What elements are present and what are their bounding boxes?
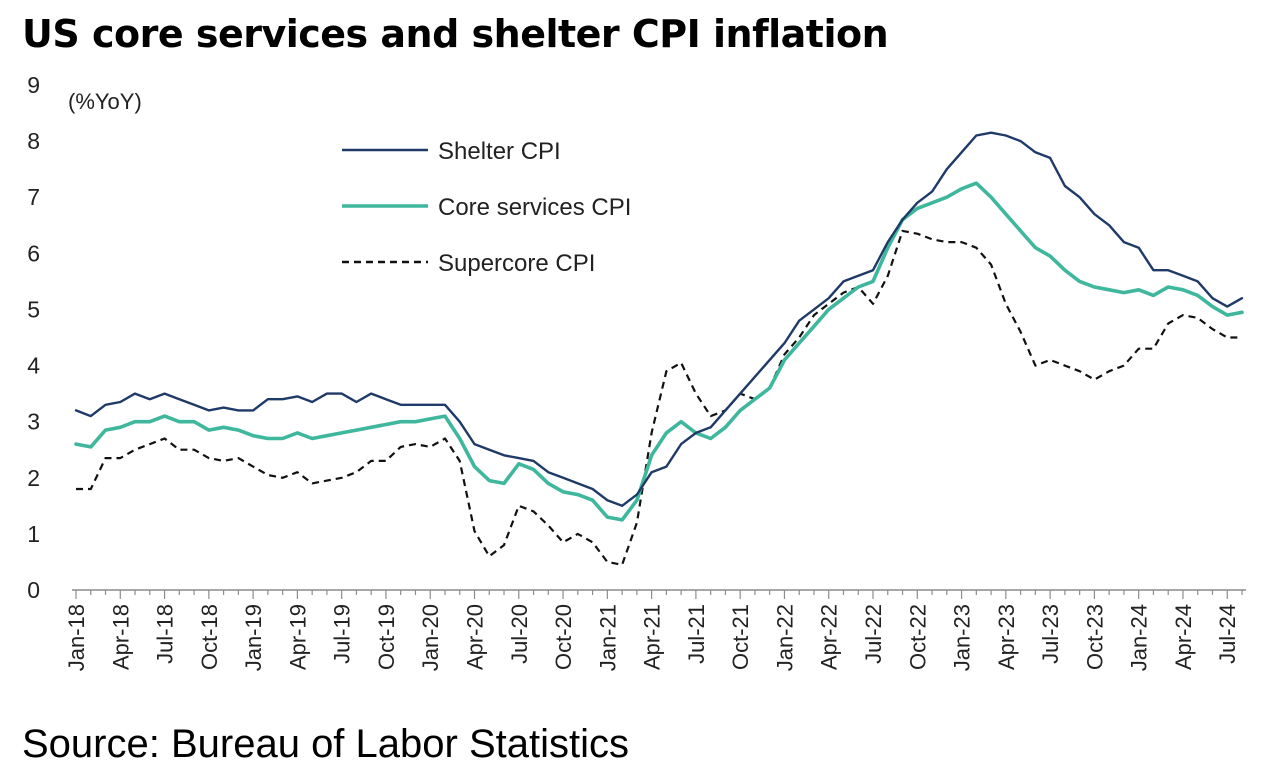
x-tick-label: Apr-22 xyxy=(817,604,842,670)
x-tick-label: Jul-18 xyxy=(153,604,178,664)
x-tick-label: Apr-20 xyxy=(463,604,488,670)
legend-label-shelter: Shelter CPI xyxy=(438,138,561,165)
y-tick-label: 8 xyxy=(27,128,40,154)
legend-label-core: Core services CPI xyxy=(438,194,631,221)
x-tick-label: Apr-21 xyxy=(640,604,665,670)
x-tick-label: Apr-18 xyxy=(108,604,133,670)
y-tick-label: 9 xyxy=(27,72,40,98)
x-tick-label: Jan-23 xyxy=(950,604,975,671)
x-tick-label: Jan-19 xyxy=(241,604,266,671)
x-tick-label: Oct-18 xyxy=(197,604,222,670)
x-tick-label: Jul-23 xyxy=(1038,604,1063,664)
chart-title: US core services and shelter CPI inflati… xyxy=(22,12,889,56)
x-tick-label: Oct-22 xyxy=(905,604,930,670)
y-tick-label: 1 xyxy=(27,521,40,547)
x-tick-label: Jul-19 xyxy=(330,604,355,664)
legend: Shelter CPI Core services CPI Supercore CP… xyxy=(342,138,631,277)
x-tick-label: Jul-21 xyxy=(684,604,709,664)
x-tick-label: Jul-22 xyxy=(861,604,886,664)
y-tick-label: 6 xyxy=(27,240,40,266)
series-lines xyxy=(74,131,1244,566)
x-tick-label: Jan-22 xyxy=(772,604,797,671)
y-axis-unit-label: (%YoY) xyxy=(68,89,142,114)
legend-label-supercore: Supercore CPI xyxy=(438,250,595,277)
y-axis-ticks: 0 1 2 3 4 5 6 7 8 9 xyxy=(27,72,40,603)
x-tick-label: Jan-18 xyxy=(64,604,89,671)
x-tick-label: Apr-19 xyxy=(285,604,310,670)
x-tick-label: Apr-24 xyxy=(1171,604,1196,670)
source-note: Source: Bureau of Labor Statistics xyxy=(22,722,629,766)
x-tick-label: Jan-24 xyxy=(1127,604,1152,671)
x-tick-label: Oct-20 xyxy=(551,604,576,670)
x-tick-label: Jul-24 xyxy=(1215,604,1240,664)
y-tick-label: 7 xyxy=(27,184,40,210)
x-tick-label: Oct-23 xyxy=(1082,604,1107,670)
series-line-supercore xyxy=(76,229,1242,566)
y-tick-label: 4 xyxy=(27,353,40,379)
x-tick-label: Oct-21 xyxy=(728,604,753,670)
x-tick-label: Jul-20 xyxy=(507,604,532,664)
x-tick-label: Jan-20 xyxy=(418,604,443,671)
y-tick-label: 2 xyxy=(27,465,40,491)
x-tick-label: Oct-19 xyxy=(374,604,399,670)
x-tick-label: Apr-23 xyxy=(994,604,1019,670)
series-line-shelter xyxy=(74,131,1244,507)
x-tick-label: Jan-21 xyxy=(595,604,620,671)
y-tick-label: 3 xyxy=(27,409,40,435)
y-tick-label: 5 xyxy=(27,296,40,322)
series-line-core xyxy=(74,181,1244,522)
x-axis-ticks: Jan-18 Apr-18 Jul-18 Oct-18 Jan-19 Apr-19 Jul-… xyxy=(64,590,1243,671)
y-tick-label: 0 xyxy=(27,577,40,603)
